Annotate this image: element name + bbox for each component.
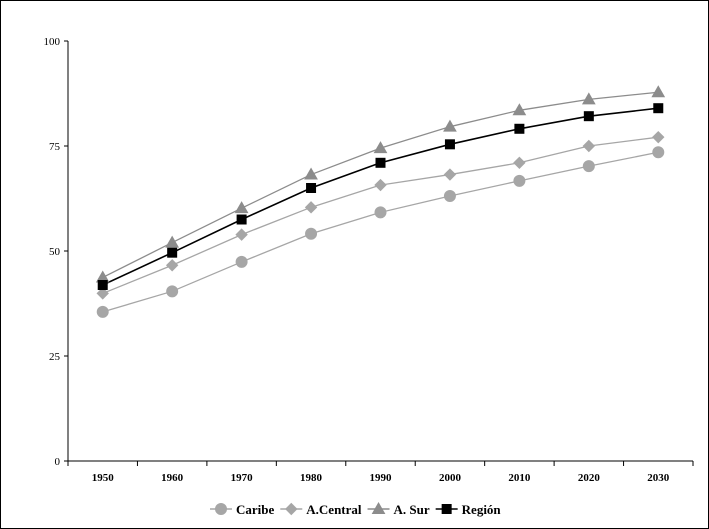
x-tick-label: 1970 bbox=[231, 472, 254, 484]
legend-item-caribe: Caribe bbox=[210, 502, 275, 517]
data-point-caribe bbox=[305, 227, 318, 240]
data-point-a-central bbox=[374, 178, 387, 192]
data-point-a-central bbox=[652, 130, 665, 144]
x-tick-label: 1960 bbox=[161, 472, 184, 484]
data-point-a-sur bbox=[581, 92, 596, 105]
data-point-a-central bbox=[513, 156, 526, 170]
legend-item-a-sur: A. Sur bbox=[367, 501, 430, 517]
legend-marker-a-sur bbox=[371, 501, 386, 514]
data-point-a-sur bbox=[165, 235, 180, 248]
data-point-caribe bbox=[235, 255, 248, 268]
x-tick-label: 1990 bbox=[370, 472, 393, 484]
legend-label: Caribe bbox=[236, 502, 275, 517]
data-point-a-sur bbox=[443, 119, 457, 132]
x-tick-label: 2030 bbox=[647, 472, 670, 484]
legend-label: A. Sur bbox=[394, 502, 430, 517]
data-point-regi-n bbox=[375, 157, 386, 168]
data-point-caribe bbox=[96, 305, 109, 318]
data-point-caribe bbox=[513, 174, 526, 187]
data-point-regi-n bbox=[167, 247, 178, 258]
legend-label: Región bbox=[462, 502, 502, 517]
data-point-a-sur bbox=[304, 167, 318, 180]
data-point-a-sur bbox=[651, 85, 666, 98]
data-point-a-sur bbox=[373, 141, 388, 154]
data-point-caribe bbox=[652, 146, 665, 159]
series-markers bbox=[95, 85, 666, 318]
y-tick-label: 75 bbox=[49, 141, 61, 153]
data-point-regi-n bbox=[236, 214, 247, 225]
data-point-caribe bbox=[582, 160, 595, 173]
data-point-a-central bbox=[443, 168, 457, 181]
series-lines bbox=[102, 91, 659, 313]
data-point-a-central bbox=[165, 259, 179, 272]
data-point-a-central bbox=[582, 139, 596, 153]
data-point-a-sur bbox=[234, 201, 249, 214]
x-tick-label: 2000 bbox=[439, 472, 462, 484]
legend-marker-caribe bbox=[215, 503, 227, 515]
data-point-regi-n bbox=[514, 123, 525, 134]
x-tick-label: 2020 bbox=[578, 472, 601, 484]
y-tick-label: 100 bbox=[44, 36, 61, 48]
data-point-regi-n bbox=[583, 111, 594, 122]
data-point-regi-n bbox=[444, 139, 455, 150]
y-tick-label: 50 bbox=[49, 246, 61, 258]
data-point-caribe bbox=[443, 189, 456, 202]
legend-item-a-central: A.Central bbox=[280, 502, 362, 517]
data-point-a-central bbox=[304, 201, 318, 214]
legend-marker-a-central bbox=[285, 502, 298, 516]
data-point-regi-n bbox=[306, 183, 317, 193]
legend-item-regi-n: Región bbox=[435, 502, 502, 517]
legend-label: A.Central bbox=[306, 502, 362, 517]
data-point-a-central bbox=[96, 287, 109, 300]
data-point-caribe bbox=[374, 206, 387, 219]
legend: Caribe A.Central A. Sur Región bbox=[210, 501, 502, 517]
axes: 0 25 50 75 100 1950 1960 1970 1980 1990 2000 2010 20… bbox=[44, 36, 694, 484]
data-point-regi-n bbox=[653, 103, 664, 114]
data-point-a-sur bbox=[512, 103, 527, 116]
x-tick-label: 1980 bbox=[300, 472, 323, 484]
series-line-caribe bbox=[102, 151, 659, 313]
data-point-regi-n bbox=[97, 280, 108, 291]
x-tick-label: 2010 bbox=[508, 472, 531, 484]
data-point-caribe bbox=[166, 285, 179, 298]
y-tick-label: 25 bbox=[49, 351, 61, 363]
x-tick-label: 1950 bbox=[92, 472, 115, 484]
y-tick-label: 0 bbox=[55, 456, 61, 468]
legend-marker-regi-n bbox=[441, 504, 452, 514]
data-point-a-central bbox=[235, 228, 248, 241]
